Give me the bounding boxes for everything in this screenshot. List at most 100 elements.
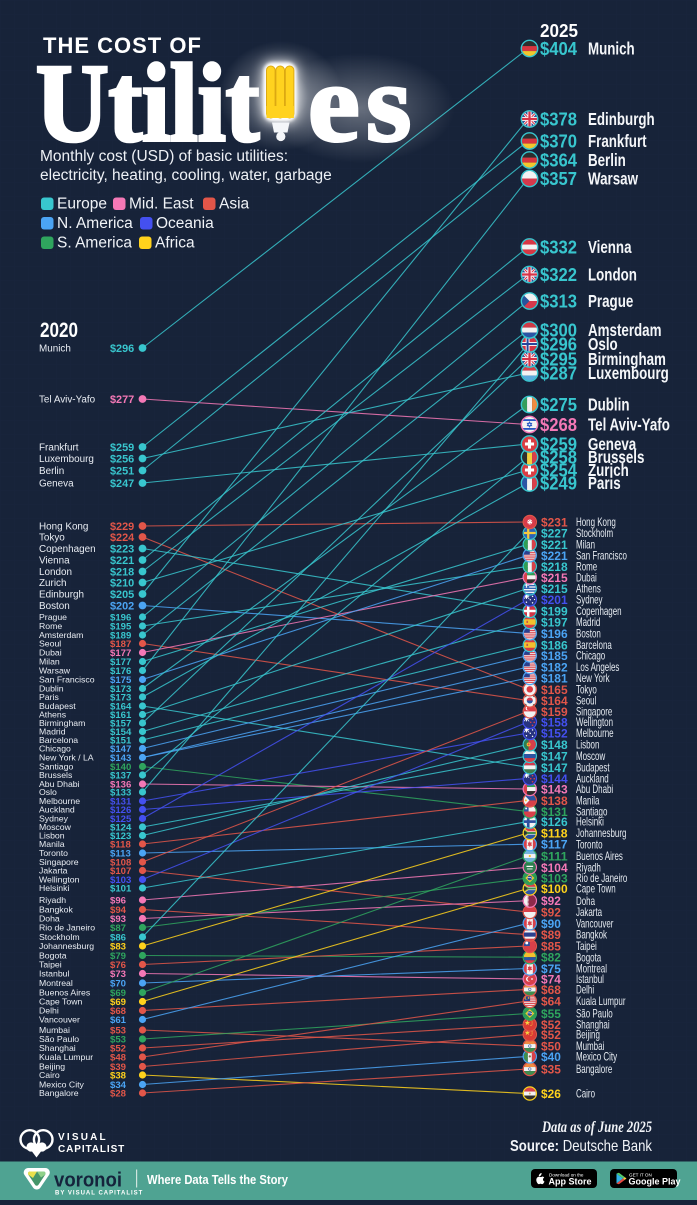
svg-text:Munich: Munich [588, 39, 635, 59]
svg-text:$158: $158 [541, 715, 568, 729]
svg-text:Auckland: Auckland [576, 772, 609, 785]
svg-text:Sydney: Sydney [39, 814, 69, 824]
svg-text:Melbourne: Melbourne [39, 796, 80, 806]
svg-text:Boston: Boston [39, 601, 70, 612]
svg-text:BY VISUAL CAPITALIST: BY VISUAL CAPITALIST [55, 1191, 143, 1197]
svg-text:Vancouver: Vancouver [39, 1015, 80, 1025]
svg-text:Jakarta: Jakarta [576, 906, 602, 919]
svg-text:$124: $124 [110, 822, 132, 833]
svg-text:Dubai: Dubai [39, 648, 62, 658]
svg-text:THE COST OF: THE COST OF [43, 33, 202, 58]
svg-text:Europe: Europe [57, 196, 107, 213]
svg-text:Bogota: Bogota [576, 951, 602, 964]
svg-text:$38: $38 [110, 1070, 127, 1081]
svg-text:Rome: Rome [39, 621, 62, 631]
svg-text:Prague: Prague [39, 612, 67, 622]
svg-text:$34: $34 [110, 1080, 127, 1091]
svg-text:$176: $176 [110, 666, 131, 677]
svg-text:$69: $69 [110, 988, 126, 999]
svg-text:$357: $357 [540, 168, 577, 189]
svg-text:$364: $364 [540, 150, 578, 171]
svg-text:$295: $295 [540, 349, 577, 370]
svg-text:$52: $52 [541, 1018, 561, 1032]
svg-text:Wellington: Wellington [39, 875, 80, 885]
svg-text:Budapest: Budapest [39, 701, 76, 711]
svg-text:Doha: Doha [39, 914, 60, 924]
svg-text:$100: $100 [541, 882, 568, 896]
svg-text:Chicago: Chicago [576, 650, 606, 663]
svg-text:Brussels: Brussels [39, 770, 73, 780]
svg-text:San Francisco: San Francisco [39, 675, 95, 685]
svg-text:$26: $26 [541, 1087, 561, 1101]
svg-text:$118: $118 [110, 839, 131, 850]
svg-text:$76: $76 [110, 960, 126, 971]
svg-text:$201: $201 [541, 593, 568, 607]
svg-text:Warsaw: Warsaw [588, 169, 638, 189]
svg-text:Buenos Aires: Buenos Aires [39, 988, 91, 998]
svg-text:$165: $165 [541, 683, 568, 697]
svg-text:$28: $28 [110, 1088, 127, 1099]
svg-text:Boston: Boston [576, 627, 601, 640]
svg-text:Barcelona: Barcelona [576, 639, 612, 652]
svg-text:Riyadh: Riyadh [39, 895, 66, 905]
svg-text:$79: $79 [110, 951, 126, 962]
svg-text:Mumbai: Mumbai [39, 1025, 70, 1035]
svg-text:Bangalore: Bangalore [576, 1063, 612, 1076]
svg-text:$268: $268 [540, 414, 577, 435]
svg-text:Abu Dhabi: Abu Dhabi [39, 779, 80, 789]
svg-text:$144: $144 [541, 772, 568, 786]
svg-text:Mexico City: Mexico City [576, 1051, 617, 1064]
svg-text:Zurich: Zurich [588, 460, 629, 480]
svg-text:$164: $164 [110, 701, 132, 712]
svg-text:$277: $277 [110, 394, 134, 406]
svg-text:Google Play: Google Play [629, 1177, 681, 1187]
svg-text:$125: $125 [110, 814, 132, 825]
svg-text:Johannesburg: Johannesburg [39, 941, 94, 951]
svg-text:$224: $224 [110, 532, 134, 544]
svg-text:Shanghai: Shanghai [576, 1019, 610, 1032]
svg-text:$332: $332 [540, 237, 577, 258]
svg-text:Moscow: Moscow [39, 822, 72, 832]
svg-text:Taipei: Taipei [576, 940, 597, 953]
svg-text:Berlin: Berlin [588, 150, 626, 170]
svg-text:Montreal: Montreal [39, 978, 73, 988]
svg-text:Mumbai: Mumbai [576, 1040, 604, 1053]
svg-text:Mid. East: Mid. East [129, 196, 194, 213]
svg-text:$199: $199 [541, 604, 568, 618]
svg-text:$157: $157 [110, 718, 131, 729]
svg-text:$175: $175 [110, 675, 132, 686]
svg-text:$92: $92 [541, 905, 561, 919]
svg-text:Brussels: Brussels [588, 447, 644, 467]
svg-text:2025: 2025 [540, 20, 578, 41]
svg-text:$143: $143 [541, 782, 568, 796]
svg-text:London: London [39, 567, 72, 578]
svg-text:Chicago: Chicago [39, 744, 71, 754]
svg-text:$69: $69 [110, 997, 126, 1008]
svg-text:Helsinki: Helsinki [39, 883, 69, 893]
svg-text:Cairo: Cairo [576, 1088, 595, 1101]
svg-text:Singapore: Singapore [576, 705, 612, 718]
svg-text:$103: $103 [110, 875, 131, 886]
svg-text:Manila: Manila [576, 794, 600, 807]
svg-text:$275: $275 [540, 394, 577, 415]
svg-text:Edinburgh: Edinburgh [39, 589, 84, 600]
svg-text:$196: $196 [110, 612, 131, 623]
svg-text:$55: $55 [541, 1007, 561, 1021]
svg-text:$258: $258 [540, 447, 577, 468]
svg-text:S. America: S. America [57, 235, 132, 252]
svg-text:Copenhagen: Copenhagen [576, 605, 622, 618]
svg-text:$70: $70 [110, 978, 126, 989]
svg-text:Delhi: Delhi [576, 983, 594, 996]
svg-text:Barcelona: Barcelona [39, 735, 78, 745]
svg-text:$196: $196 [541, 627, 568, 641]
svg-text:$322: $322 [540, 264, 577, 285]
svg-text:Dublin: Dublin [39, 684, 64, 694]
svg-text:Cape Town: Cape Town [39, 997, 82, 1007]
svg-text:$154: $154 [110, 727, 132, 738]
svg-text:$104: $104 [541, 861, 568, 875]
svg-text:Stockholm: Stockholm [39, 932, 80, 942]
svg-text:es: es [308, 42, 418, 165]
svg-text:$210: $210 [110, 577, 134, 589]
svg-text:Luxembourg: Luxembourg [588, 363, 669, 383]
svg-text:$177: $177 [110, 657, 131, 668]
